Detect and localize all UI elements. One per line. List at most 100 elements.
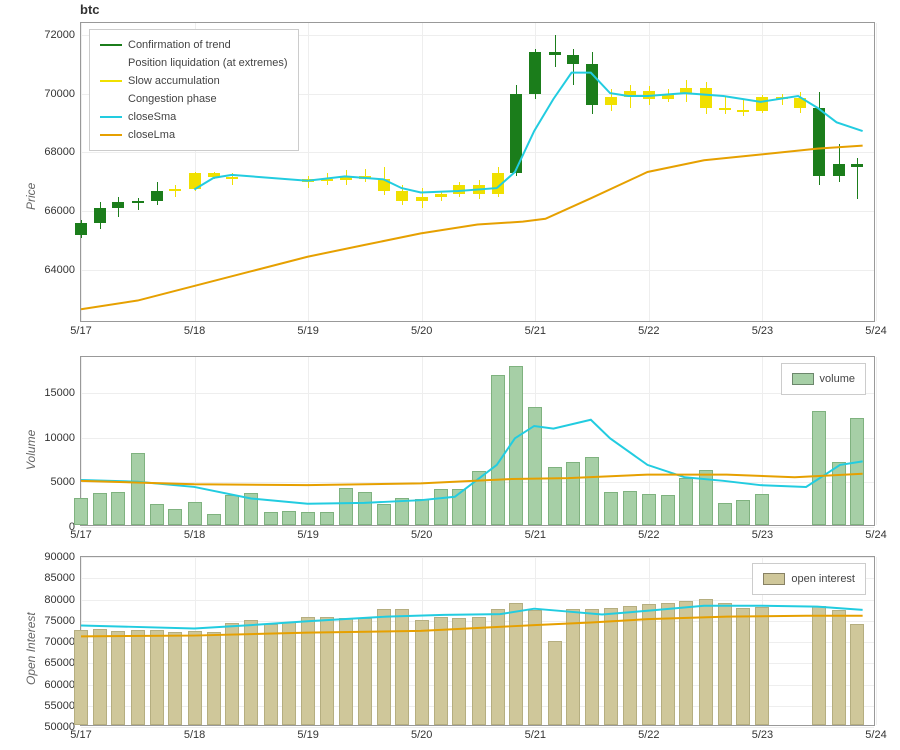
candle-body bbox=[719, 108, 731, 110]
legend-swatch bbox=[792, 373, 814, 385]
candle-body bbox=[94, 208, 106, 223]
ytick: 64000 bbox=[44, 264, 75, 276]
legend-item: volume bbox=[792, 370, 855, 388]
oi-bar bbox=[604, 608, 618, 725]
candle-body bbox=[549, 52, 561, 55]
oi-bar bbox=[93, 629, 107, 725]
price-lma-line bbox=[81, 146, 863, 310]
legend-item: Congestion phase bbox=[100, 90, 288, 108]
legend-label: closeLma bbox=[128, 129, 175, 141]
xtick: 5/17 bbox=[70, 729, 91, 741]
xtick: 5/24 bbox=[865, 325, 886, 337]
legend-swatch bbox=[100, 62, 122, 64]
panel-price: 64000660006800070000720005/175/185/195/2… bbox=[80, 22, 875, 322]
ytick: 72000 bbox=[44, 29, 75, 41]
candle-body bbox=[302, 179, 314, 182]
legend-swatch bbox=[100, 98, 122, 100]
volume-bar bbox=[225, 495, 239, 525]
oi-bar bbox=[585, 609, 599, 725]
xtick: 5/19 bbox=[297, 325, 318, 337]
ytick: 5000 bbox=[51, 476, 75, 488]
oi-bar bbox=[395, 609, 409, 725]
volume-bar bbox=[131, 453, 145, 525]
xtick: 5/22 bbox=[638, 729, 659, 741]
legend-label: Congestion phase bbox=[128, 93, 217, 105]
volume-bar bbox=[452, 489, 466, 525]
oi-bar bbox=[168, 632, 182, 725]
volume-bar bbox=[320, 512, 334, 525]
candle-wick bbox=[743, 99, 744, 115]
candle-body bbox=[851, 164, 863, 167]
legend-volume: volume bbox=[781, 363, 866, 395]
oi-bar bbox=[736, 608, 750, 725]
xtick: 5/20 bbox=[411, 729, 432, 741]
legend-label: volume bbox=[820, 373, 855, 385]
oi-bar bbox=[320, 617, 334, 725]
ytick: 10000 bbox=[44, 432, 75, 444]
candle-wick bbox=[555, 35, 556, 67]
candle-body bbox=[473, 185, 485, 194]
legend-swatch bbox=[763, 573, 785, 585]
ytick: 15000 bbox=[44, 387, 75, 399]
candle-body bbox=[132, 201, 144, 203]
volume-bar bbox=[736, 500, 750, 525]
oi-bar bbox=[812, 606, 826, 725]
volume-bar bbox=[377, 504, 391, 525]
volume-bar bbox=[699, 470, 713, 525]
legend-swatch bbox=[100, 116, 122, 118]
oi-bar bbox=[452, 618, 466, 725]
candle-body bbox=[794, 98, 806, 108]
oi-bar bbox=[150, 630, 164, 725]
xtick: 5/24 bbox=[865, 729, 886, 741]
xtick: 5/18 bbox=[184, 325, 205, 337]
oi-bar bbox=[832, 610, 846, 725]
oi-bar bbox=[509, 603, 523, 725]
candle-body bbox=[567, 55, 579, 64]
volume-bar bbox=[548, 467, 562, 525]
candle-body bbox=[680, 88, 692, 94]
oi-bar bbox=[282, 622, 296, 725]
oi-bar bbox=[850, 624, 864, 725]
candle-body bbox=[169, 189, 181, 191]
volume-bar bbox=[566, 462, 580, 525]
volume-bar bbox=[74, 498, 88, 525]
oi-bar bbox=[264, 624, 278, 725]
ytick: 68000 bbox=[44, 146, 75, 158]
candle-body bbox=[378, 179, 390, 191]
ytick: 66000 bbox=[44, 205, 75, 217]
candle-wick bbox=[138, 198, 139, 210]
volume-bar bbox=[755, 494, 769, 525]
legend-label: closeSma bbox=[128, 111, 176, 123]
ytick: 80000 bbox=[44, 594, 75, 606]
candle-body bbox=[435, 194, 447, 197]
legend-item: Confirmation of trend bbox=[100, 36, 288, 54]
oi-bar bbox=[244, 620, 258, 725]
volume-bar bbox=[679, 478, 693, 525]
candle-body bbox=[321, 179, 333, 181]
legend-label: Confirmation of trend bbox=[128, 39, 231, 51]
oi-bar bbox=[472, 617, 486, 725]
volume-bar bbox=[812, 411, 826, 525]
volume-bar bbox=[623, 491, 637, 525]
candle-body bbox=[756, 97, 768, 112]
volume-bar bbox=[150, 504, 164, 525]
legend-item: closeLma bbox=[100, 126, 288, 144]
legend-swatch bbox=[100, 134, 122, 136]
candle-body bbox=[492, 173, 504, 194]
candle-body bbox=[662, 94, 674, 100]
ytick: 55000 bbox=[44, 700, 75, 712]
volume-bar bbox=[604, 492, 618, 525]
page: { "title": "btc", "title_fontsize": 13, … bbox=[0, 0, 900, 750]
oi-bar bbox=[74, 630, 88, 725]
ylabel-price: Price bbox=[24, 183, 38, 210]
oi-bar bbox=[434, 617, 448, 725]
xtick: 5/19 bbox=[297, 529, 318, 541]
legend-item: open interest bbox=[763, 570, 855, 588]
candle-body bbox=[151, 191, 163, 201]
candle-body bbox=[700, 88, 712, 109]
oi-bar bbox=[755, 607, 769, 725]
volume-bar bbox=[642, 494, 656, 525]
legend-item: Slow accumulation bbox=[100, 72, 288, 90]
candle-body bbox=[510, 94, 522, 173]
candle-body bbox=[643, 91, 655, 100]
